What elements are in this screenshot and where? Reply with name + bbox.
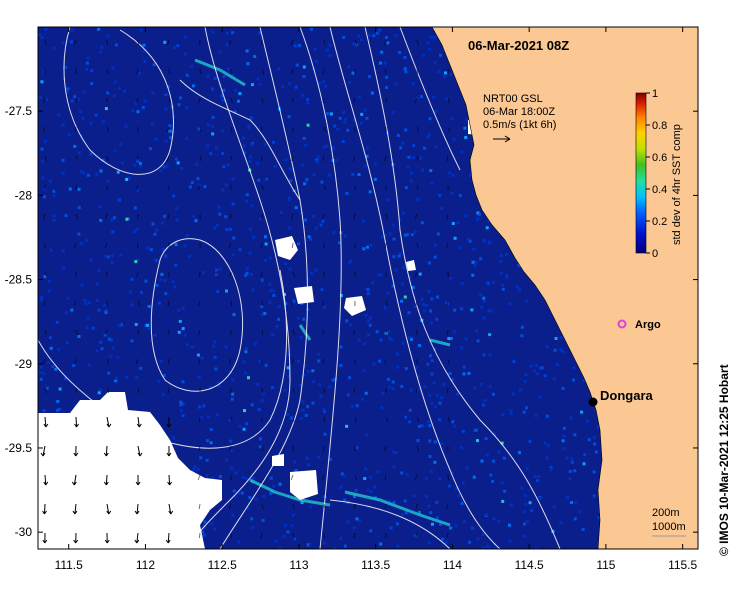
y-tick-label: -27.5 (5, 104, 33, 118)
y-axis: -27.5 -28 -28.5 -29 -29.5 -30 (5, 104, 698, 539)
plot-frame (37, 26, 699, 550)
colorbar-tick-label: 0.6 (652, 152, 667, 164)
y-tick-label: -29 (15, 357, 33, 371)
y-tick-label: -30 (15, 525, 33, 539)
x-tick-label: 115 (596, 558, 615, 572)
product-name: NRT00 GSL (483, 93, 543, 105)
current-vectors (40, 39, 451, 544)
vector-scale-arrow-icon (493, 135, 511, 143)
land-western-australia (431, 27, 698, 549)
credit-label: © IMOS 10-Mar-2021 12:25 Hobart (717, 364, 731, 556)
colorbar-ticks: 0 0.2 0.4 0.6 0.8 1 (646, 88, 667, 260)
cloud-mask-patch (275, 236, 298, 260)
x-axis: 111.5 112 112.5 113 113.5 114 114.5 115 115.5 (55, 27, 698, 572)
cloud-mask-patch (294, 286, 314, 304)
x-tick-label: 115.5 (668, 558, 697, 572)
colorbar-tick-label: 0.2 (652, 216, 667, 228)
product-time: 06-Mar 18:00Z (483, 106, 555, 118)
argo-marker: Argo (617, 319, 661, 331)
plot-area (38, 27, 698, 549)
cloud-mask-patch (272, 454, 284, 466)
y-tick-label: -29.5 (5, 441, 33, 455)
x-tick-label: 112.5 (208, 558, 237, 572)
argo-label: Argo (635, 319, 661, 331)
town-dot-icon (588, 397, 598, 407)
colorbar-label: std dev of 4hr SST comp (671, 124, 683, 245)
colorbar-tick-label: 0.8 (652, 120, 667, 132)
x-tick-label: 113.5 (361, 558, 390, 572)
cloud-mask-patch (290, 470, 318, 500)
cloud-mask-patch (406, 260, 416, 271)
colorbar-tick-label: 1 (652, 88, 658, 100)
contour-legend-200m: 200m (652, 507, 680, 519)
map-title: 06-Mar-2021 08Z (468, 38, 569, 53)
dongara-marker: Dongara (588, 388, 654, 407)
colorbar-tick-label: 0.4 (652, 184, 667, 196)
colorbar (635, 92, 647, 254)
contour-lines (38, 27, 561, 549)
x-tick-label: 114 (443, 558, 462, 572)
argo-float-icon (617, 319, 627, 329)
vector-scale-label: 0.5m/s (1kt 6h) (483, 119, 556, 131)
contour-legend-1000m: 1000m (652, 521, 686, 533)
cloud-mask-sw (38, 392, 222, 549)
dongara-label: Dongara (600, 388, 654, 403)
y-tick-label: -28 (15, 188, 33, 202)
x-tick-label: 112 (136, 558, 155, 572)
sst-speckle-layer (38, 27, 601, 549)
x-tick-label: 111.5 (55, 558, 84, 572)
x-tick-label: 114.5 (515, 558, 544, 572)
y-tick-label: -28.5 (5, 273, 33, 287)
x-tick-label: 113 (289, 558, 308, 572)
colorbar-tick-label: 0 (652, 248, 658, 260)
